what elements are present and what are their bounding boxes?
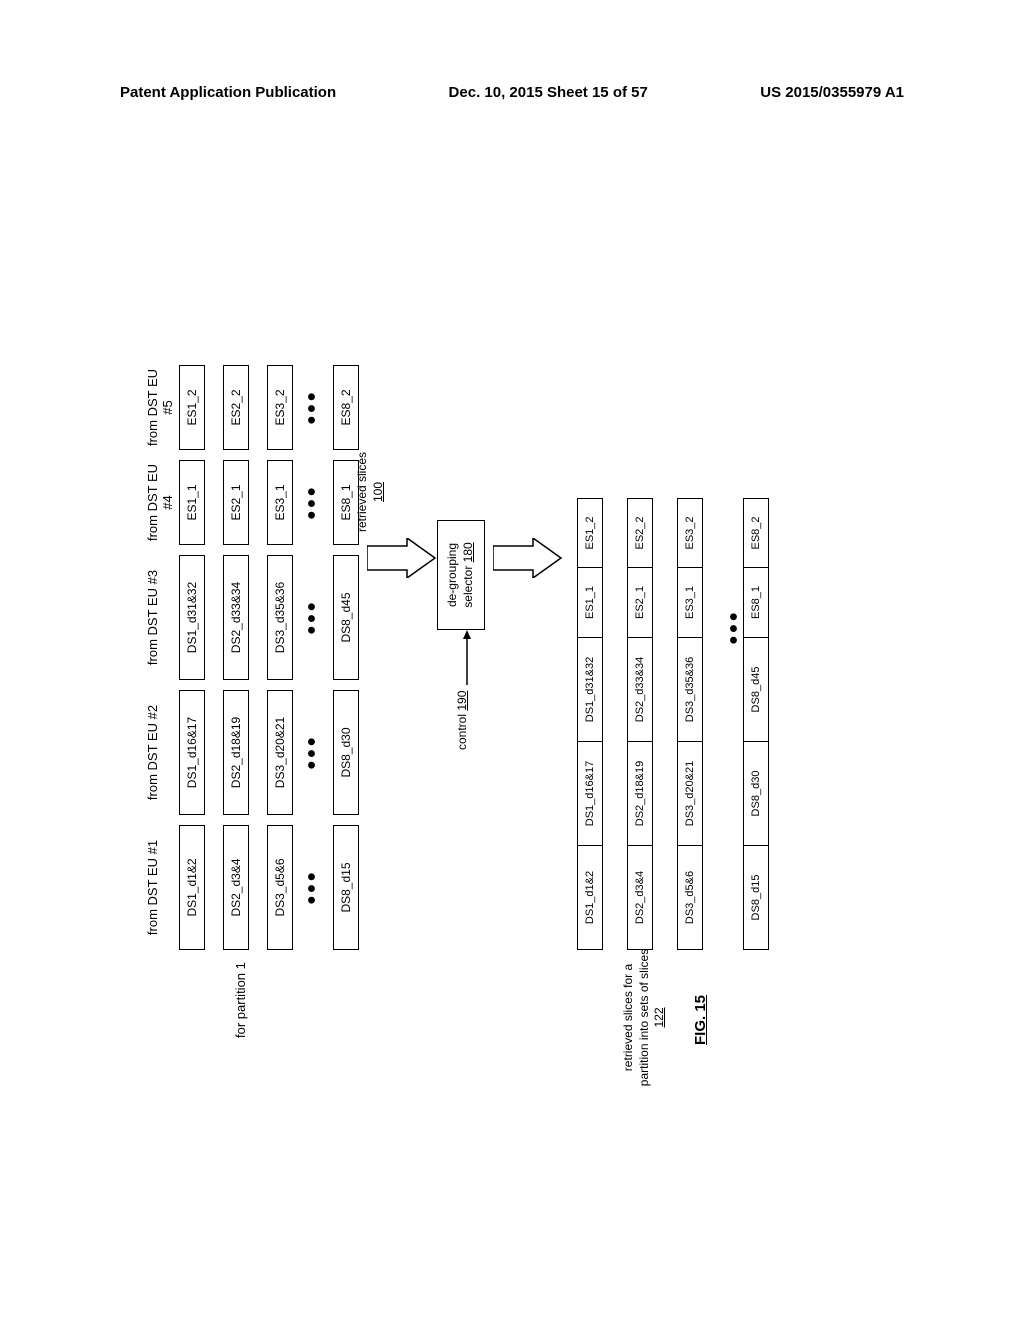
cell: ES1_1 <box>179 460 205 545</box>
header-center: Dec. 10, 2015 Sheet 15 of 57 <box>449 84 648 101</box>
cell: DS3_d20&21 <box>267 690 293 815</box>
upper-row-3: DS3_d5&6 DS3_d20&21 DS3_d35&36 ES3_1 ES3… <box>267 270 293 950</box>
text: retrieved slices <box>355 452 369 532</box>
cell: DS3_d20&21 <box>677 742 703 846</box>
retrieved-sets-label: retrieved slices for a partition into se… <box>621 940 668 1095</box>
header-eu5: from DST EU #5 <box>145 365 175 450</box>
cell: ES8_2 <box>743 498 769 568</box>
cell: DS1_d16&17 <box>179 690 205 815</box>
cell: ES2_2 <box>223 365 249 450</box>
cell: ES2_2 <box>627 498 653 568</box>
figure-label: FIG. 15 <box>692 995 709 1045</box>
cell: DS2_d3&4 <box>223 825 249 950</box>
cell: DS1_d1&2 <box>179 825 205 950</box>
text: 180 <box>461 542 475 562</box>
dots: ●●● <box>303 365 321 450</box>
page-header: Patent Application Publication Dec. 10, … <box>0 84 1024 101</box>
lower-section: retrieved slices for a partition into se… <box>577 270 793 950</box>
cell: DS2_d18&19 <box>223 690 249 815</box>
cell: DS1_d16&17 <box>577 742 603 846</box>
cell: ES3_2 <box>677 498 703 568</box>
cell: DS8_d45 <box>743 638 769 742</box>
cell: DS8_d30 <box>743 742 769 846</box>
lower-row-1: DS1_d1&2 DS1_d16&17 DS1_d31&32 ES1_1 ES1… <box>577 270 603 950</box>
header-left: Patent Application Publication <box>120 84 336 101</box>
header-right: US 2015/0355979 A1 <box>760 84 904 101</box>
header-eu1: from DST EU #1 <box>145 825 175 950</box>
control-arrow <box>459 633 461 685</box>
cell: DS8_d15 <box>333 825 359 950</box>
cell: ES1_1 <box>577 568 603 638</box>
text: selector <box>461 562 475 607</box>
upper-row-1: DS1_d1&2 DS1_d16&17 DS1_d31&32 ES1_1 ES1… <box>179 270 205 950</box>
lower-row-2: DS2_d3&4 DS2_d18&19 DS2_d33&34 ES2_1 ES2… <box>627 270 653 950</box>
lower-dots: ●●● <box>725 610 743 645</box>
cell: ES3_1 <box>267 460 293 545</box>
cell: DS1_d1&2 <box>577 846 603 950</box>
cell: ES2_1 <box>223 460 249 545</box>
upper-row-4: DS8_d15 DS8_d30 DS8_d45 ES8_1 ES8_2 <box>333 270 359 950</box>
upper-row-2: DS2_d3&4 DS2_d18&19 DS2_d33&34 ES2_1 ES2… <box>223 270 249 950</box>
cell: DS2_d33&34 <box>627 638 653 742</box>
upper-header-row: from DST EU #1 from DST EU #2 from DST E… <box>145 270 175 950</box>
figure-15-diagram: for partition 1 from DST EU #1 from DST … <box>145 250 865 970</box>
partition-label: for partition 1 <box>233 962 248 1038</box>
cell: DS2_d3&4 <box>627 846 653 950</box>
upper-dots-row: ●●● ●●● ●●● ●●● ●●● <box>303 270 321 950</box>
cell: ES1_2 <box>577 498 603 568</box>
cell: DS8_d45 <box>333 555 359 680</box>
lower-row-4: DS8_d15 DS8_d30 DS8_d45 ES8_1 ES8_2 <box>743 270 769 950</box>
header-eu4: from DST EU #4 <box>145 460 175 545</box>
cell: ES1_2 <box>179 365 205 450</box>
text: 190 <box>455 691 469 711</box>
cell: DS3_d35&36 <box>267 555 293 680</box>
dots: ●●● <box>303 555 321 680</box>
header-eu2: from DST EU #2 <box>145 690 175 815</box>
cell: DS3_d5&6 <box>267 825 293 950</box>
cell: DS2_d18&19 <box>627 742 653 846</box>
cell: DS8_d15 <box>743 846 769 950</box>
text: retrieved slices for a <box>621 964 635 1071</box>
cell: ES3_1 <box>677 568 703 638</box>
degrouping-selector-box: de-grouping selector 180 <box>437 520 485 630</box>
cell: ES3_2 <box>267 365 293 450</box>
dots: ●●● <box>303 460 321 545</box>
cell: ES8_2 <box>333 365 359 450</box>
text: de-grouping <box>445 543 459 607</box>
text: 100 <box>371 482 385 502</box>
retrieved-slices-label: retrieved slices 100 <box>355 452 386 532</box>
text: partition into sets of slices <box>637 949 651 1086</box>
lower-row-3: DS3_d5&6 DS3_d20&21 DS3_d35&36 ES3_1 ES3… <box>677 270 703 950</box>
cell: ES2_1 <box>627 568 653 638</box>
text: 122 <box>652 1007 666 1027</box>
cell: DS2_d33&34 <box>223 555 249 680</box>
cell: DS8_d30 <box>333 690 359 815</box>
dots: ●●● <box>303 825 321 950</box>
header-eu3: from DST EU #3 <box>145 555 175 680</box>
cell: DS3_d5&6 <box>677 846 703 950</box>
cell: DS1_d31&32 <box>577 638 603 742</box>
upper-section: for partition 1 from DST EU #1 from DST … <box>145 270 377 950</box>
cell: DS1_d31&32 <box>179 555 205 680</box>
dots: ●●● <box>303 690 321 815</box>
control-label: control 190 <box>455 691 469 750</box>
cell: DS3_d35&36 <box>677 638 703 742</box>
text: control <box>455 711 469 750</box>
cell: ES8_1 <box>743 568 769 638</box>
